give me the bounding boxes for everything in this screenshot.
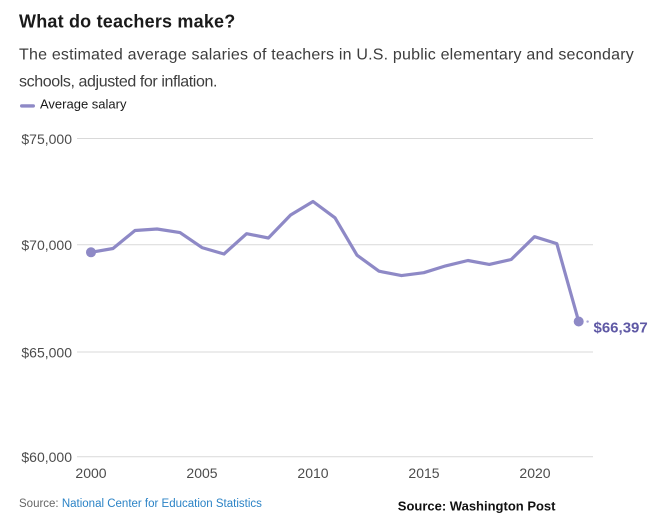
- svg-text:2015: 2015: [408, 465, 439, 481]
- svg-text:$60,000: $60,000: [21, 449, 72, 465]
- svg-text:schools, adjusted for inflatio: schools, adjusted for inflation.: [19, 74, 217, 91]
- svg-text:What do teachers make?: What do teachers make?: [19, 12, 235, 32]
- svg-text:Source: Washington Post: Source: Washington Post: [398, 499, 556, 514]
- svg-text:2020: 2020: [519, 465, 550, 481]
- svg-text:Average salary: Average salary: [40, 97, 127, 112]
- svg-text:2000: 2000: [75, 465, 106, 481]
- svg-text:$75,000: $75,000: [21, 131, 72, 147]
- svg-text:$65,000: $65,000: [21, 344, 72, 360]
- svg-text:$70,000: $70,000: [21, 237, 72, 253]
- svg-text:The estimated average salaries: The estimated average salaries of teache…: [19, 47, 634, 64]
- svg-text:Source: National Center for Ed: Source: National Center for Education St…: [19, 498, 262, 510]
- svg-text:2005: 2005: [186, 465, 217, 481]
- svg-text:$66,397: $66,397: [594, 319, 648, 336]
- svg-text:2010: 2010: [297, 465, 328, 481]
